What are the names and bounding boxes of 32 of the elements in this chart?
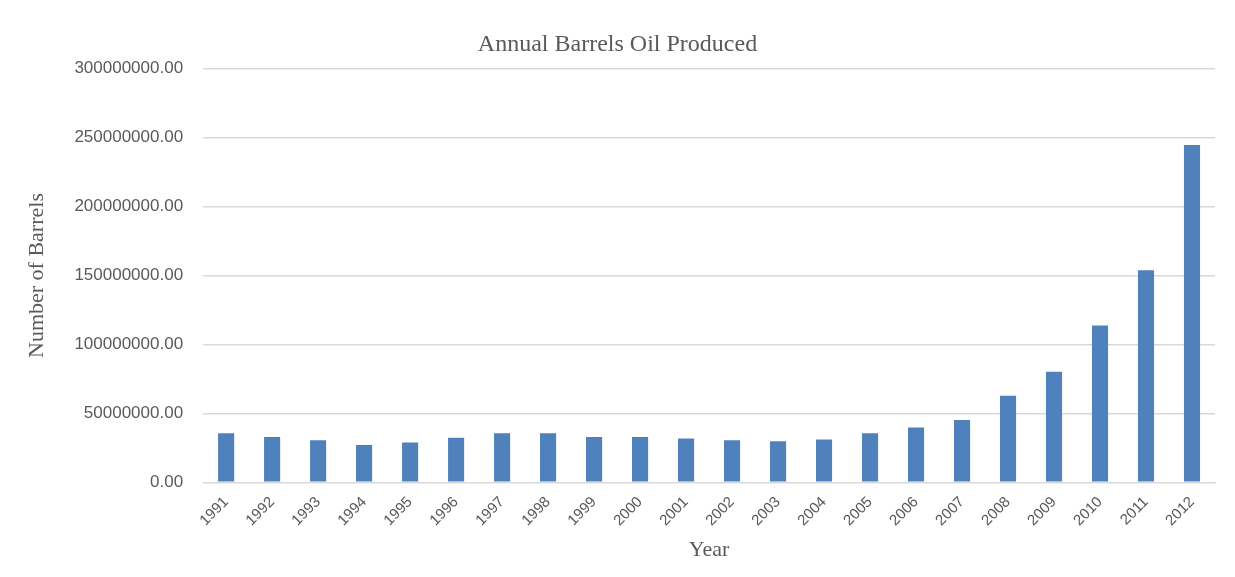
y-tick-label: 200000000.00: [74, 196, 184, 216]
y-tick-label: 100000000.00: [74, 334, 184, 354]
y-tick-label: 300000000.00: [74, 58, 184, 78]
bar: [586, 437, 603, 482]
bar: [907, 427, 925, 482]
bar: [678, 438, 695, 482]
bar: [448, 437, 465, 482]
bar: [494, 433, 511, 482]
bar: [770, 441, 787, 482]
bar: [310, 440, 327, 482]
chart-title: Annual Barrels Oil Produced: [477, 29, 758, 56]
y-tick-label: 0.00: [150, 471, 184, 491]
bar: [264, 437, 281, 482]
y-axis-title: Number of Barrels: [22, 193, 48, 359]
bar: [356, 445, 373, 482]
bar: [999, 395, 1017, 482]
bar: [218, 433, 235, 482]
y-tick-label: 250000000.00: [74, 127, 184, 147]
bar: [1183, 144, 1201, 482]
bar: [953, 420, 971, 482]
bar: [816, 439, 833, 482]
bar: [402, 442, 419, 482]
bar: [1045, 371, 1063, 482]
bar: [724, 440, 741, 482]
bar: [861, 433, 879, 482]
bar: [540, 433, 557, 482]
bar: [1137, 270, 1155, 482]
bar: [1091, 325, 1109, 482]
bar: [632, 437, 649, 482]
y-tick-label: 50000000.00: [83, 403, 184, 423]
y-tick-label: 150000000.00: [74, 265, 184, 285]
x-axis-title: Year: [688, 535, 730, 561]
